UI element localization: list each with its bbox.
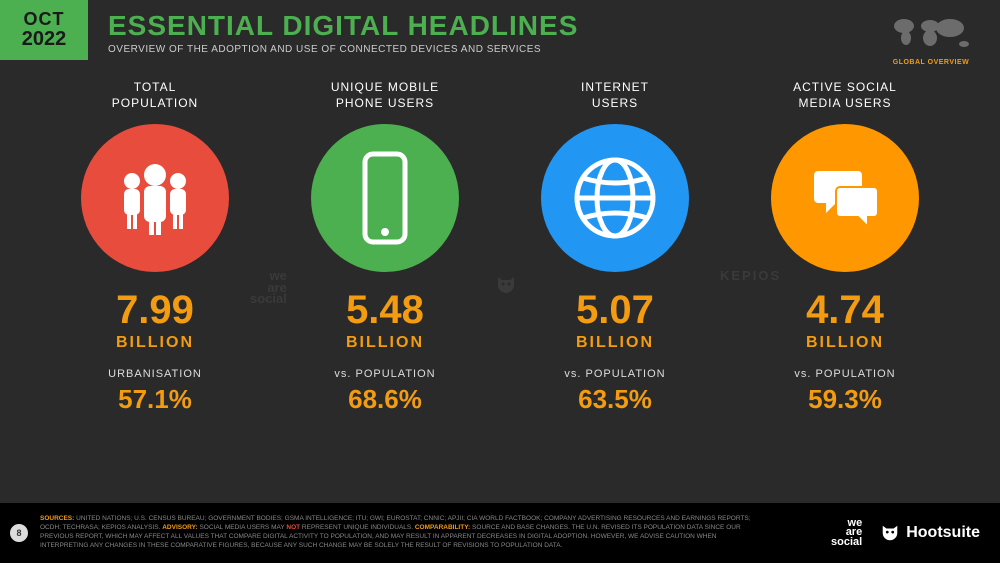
date-month: OCT (24, 10, 65, 29)
metric-unit: BILLION (280, 334, 490, 352)
page-subtitle: OVERVIEW OF THE ADOPTION AND USE OF CONN… (108, 44, 578, 55)
footer-logos: we are social Hootsuite (831, 519, 980, 547)
advisory-label: ADVISORY: (162, 524, 197, 531)
metric-label: INTERNET USERS (510, 80, 720, 114)
header: ESSENTIAL DIGITAL HEADLINES OVERVIEW OF … (108, 10, 578, 55)
metric-percent: 63.5% (510, 384, 720, 415)
world-map: GLOBAL OVERVIEW (886, 12, 976, 66)
metric-label: UNIQUE MOBILE PHONE USERS (280, 80, 490, 114)
metric-label: ACTIVE SOCIAL MEDIA USERS (740, 80, 950, 114)
phone-icon (355, 148, 415, 248)
advisory-not: NOT (286, 524, 300, 531)
advisory-body-1: SOCIAL MEDIA USERS MAY (199, 524, 286, 531)
metric-unit: BILLION (510, 334, 720, 352)
footer: 8 SOURCES: UNITED NATIONS; U.S. CENSUS B… (0, 503, 1000, 563)
comparability-label: COMPARABILITY: (415, 524, 470, 531)
metric-circle (311, 124, 459, 272)
page-number: 8 (10, 524, 28, 542)
chat-icon (800, 153, 890, 243)
metric-internet: INTERNET USERS 5.07 BILLION vs. POPULATI… (510, 80, 720, 415)
metric-unit: BILLION (740, 334, 950, 352)
metric-circle (81, 124, 229, 272)
metric-sublabel: vs. POPULATION (740, 368, 950, 380)
metric-circle (541, 124, 689, 272)
metric-sublabel: vs. POPULATION (510, 368, 720, 380)
metric-mobile: UNIQUE MOBILE PHONE USERS 5.48 BILLION v… (280, 80, 490, 415)
metric-sublabel: vs. POPULATION (280, 368, 490, 380)
world-map-icon (886, 12, 976, 52)
advisory-body-2: REPRESENT UNIQUE INDIVIDUALS. (300, 524, 413, 531)
metric-sublabel: URBANISATION (50, 368, 260, 380)
metrics-row: TOTAL POPULATION 7.99 BILLION URBANISATI… (0, 80, 1000, 415)
owl-icon (880, 523, 900, 543)
sources-label: SOURCES: (40, 515, 74, 522)
metric-label: TOTAL POPULATION (50, 80, 260, 114)
metric-social: ACTIVE SOCIAL MEDIA USERS 4.74 BILLION v… (740, 80, 950, 415)
metric-percent: 68.6% (280, 384, 490, 415)
logo-hootsuite-text: Hootsuite (906, 524, 980, 542)
metric-unit: BILLION (50, 334, 260, 352)
metric-percent: 59.3% (740, 384, 950, 415)
logo-wearesocial: we are social (831, 519, 862, 547)
people-icon (110, 153, 200, 243)
page-title: ESSENTIAL DIGITAL HEADLINES (108, 10, 578, 42)
metric-value: 7.99 (50, 290, 260, 330)
metric-value: 4.74 (740, 290, 950, 330)
metric-value: 5.48 (280, 290, 490, 330)
globe-icon (565, 148, 665, 248)
metric-circle (771, 124, 919, 272)
footer-sources: SOURCES: UNITED NATIONS; U.S. CENSUS BUR… (40, 515, 760, 550)
metric-percent: 57.1% (50, 384, 260, 415)
metric-population: TOTAL POPULATION 7.99 BILLION URBANISATI… (50, 80, 260, 415)
logo-hootsuite: Hootsuite (880, 523, 980, 543)
world-map-caption: GLOBAL OVERVIEW (886, 59, 976, 66)
date-badge: OCT 2022 (0, 0, 88, 60)
date-year: 2022 (22, 29, 67, 50)
metric-value: 5.07 (510, 290, 720, 330)
